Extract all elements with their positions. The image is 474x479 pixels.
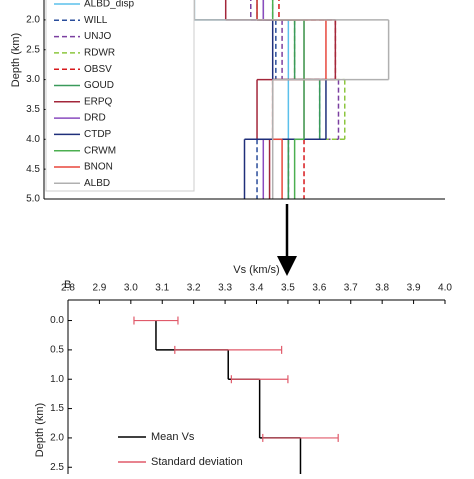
legend-label: GOUD <box>84 80 114 91</box>
y-tick-label: 5.0 <box>26 194 40 205</box>
legend-label: UNJO <box>84 31 111 42</box>
y-tick-label: 3.5 <box>26 104 40 115</box>
x-axis-label: Vs (km/s) <box>233 264 279 276</box>
x-tick-label: 3.7 <box>344 283 358 294</box>
y-tick-label: 1.5 <box>50 403 64 414</box>
y-tick-label: 0.0 <box>50 315 64 326</box>
x-tick-label: 3.1 <box>155 283 169 294</box>
y-tick-label: 2.0 <box>26 15 40 26</box>
x-tick-label: 2.8 <box>61 283 75 294</box>
legend-label: ERPQ <box>84 96 113 107</box>
legend-label: CRWM <box>84 145 116 156</box>
y-tick-label: 2.0 <box>50 433 64 444</box>
panel-label: B <box>64 279 71 291</box>
x-tick-label: 3.8 <box>375 283 389 294</box>
x-tick-label: 3.5 <box>281 283 295 294</box>
x-tick-label: 3.6 <box>312 283 326 294</box>
legend-label: WILL <box>84 15 108 26</box>
y-tick-label: 0.5 <box>50 345 64 356</box>
x-tick-label: 3.3 <box>218 283 232 294</box>
legend-label: ALBD <box>84 178 110 189</box>
legend-label: Standard deviation <box>151 456 243 468</box>
x-tick-label: 3.4 <box>250 283 264 294</box>
y-tick-label: 4.0 <box>26 134 40 145</box>
legend-label: ALBD_disp <box>84 0 134 10</box>
legend-label: RDWR <box>84 48 115 59</box>
legend-label: OBSV <box>84 64 112 75</box>
y-tick-label: 2.5 <box>26 44 40 55</box>
legend-label: DRD <box>84 113 106 124</box>
x-tick-label: 3.2 <box>187 283 201 294</box>
y-tick-label: 3.0 <box>26 74 40 85</box>
y-axis-label: Depth (km) <box>34 403 46 457</box>
y-tick-label: 1.0 <box>50 374 64 385</box>
x-tick-label: 4.0 <box>438 283 452 294</box>
legend-label: BNON <box>84 162 113 173</box>
y-tick-label: 4.5 <box>26 164 40 175</box>
legend-label: CTDP <box>84 129 112 140</box>
x-tick-label: 2.9 <box>92 283 106 294</box>
y-tick-label: 2.5 <box>50 462 64 473</box>
legend-label: Mean Vs <box>151 431 195 443</box>
legend-box <box>45 0 195 192</box>
x-tick-label: 3.0 <box>124 283 138 294</box>
x-tick-label: 3.9 <box>407 283 421 294</box>
y-axis-label: Depth (km) <box>10 33 22 87</box>
